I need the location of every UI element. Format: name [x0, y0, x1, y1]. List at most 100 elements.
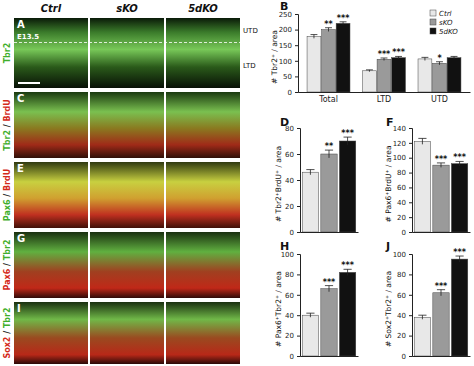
error-bar	[325, 150, 333, 158]
significance: ***	[323, 278, 336, 287]
y-tick-mark	[295, 61, 298, 62]
x-tick: Total	[318, 92, 338, 104]
stain-part: Tbr2	[3, 130, 12, 151]
bar	[321, 154, 337, 232]
micrograph	[166, 18, 240, 88]
panel-letter: F	[386, 116, 394, 129]
y-tick-mark	[297, 180, 300, 181]
column-header: 5dKO	[188, 3, 218, 14]
y-tick-label: 20	[285, 332, 294, 340]
bar	[339, 272, 355, 356]
x-tick-label: Total	[318, 95, 338, 104]
panel-letter: J	[385, 240, 390, 253]
significance: ***	[392, 48, 405, 57]
y-tick-label: 40	[397, 312, 406, 320]
chart: ******020406080100H# Pax6⁺Tbr2⁺ / area	[274, 240, 359, 361]
y-tick: 60	[285, 292, 300, 300]
y-tick-label: 200	[279, 26, 292, 34]
y-tick: 80	[285, 271, 300, 279]
micrograph	[14, 302, 88, 364]
y-tick-label: 60	[285, 292, 294, 300]
stain-part: Tbr2	[3, 43, 12, 64]
y-tick-mark	[409, 173, 412, 174]
y-tick-label: 0	[290, 229, 294, 237]
y-tick-mark	[297, 315, 300, 316]
plot-area	[302, 269, 356, 356]
bar	[433, 165, 449, 232]
y-axis: 020406080100	[281, 251, 301, 361]
y-tick-mark	[297, 128, 300, 129]
bar	[447, 58, 461, 92]
stain-label: Tbr2 / BrdU	[3, 99, 12, 150]
y-tick-mark	[409, 356, 412, 357]
error-bar-cap	[311, 34, 318, 35]
stain-label: Pax6 / Tbr2	[3, 240, 12, 291]
y-tick-mark	[409, 217, 412, 218]
error-bar	[418, 138, 426, 144]
bar	[451, 259, 467, 356]
y-axis: 020406080100	[393, 251, 413, 361]
y-tick: 100	[393, 154, 412, 162]
y-tick-label: 0	[290, 353, 294, 361]
error-bar-cap	[418, 138, 426, 139]
panel: CTbr2 / BrdU	[3, 92, 240, 158]
micrograph	[166, 302, 240, 364]
chart-texts: ******020406080100H# Pax6⁺Tbr2⁺ / area	[274, 240, 359, 361]
y-tick-label: 60	[397, 184, 406, 192]
micrograph	[90, 18, 164, 88]
y-tick: 150	[279, 42, 298, 50]
bar	[307, 36, 321, 92]
chart-texts: *****020406080D# Tbr2⁺BrdU⁺ / area	[274, 116, 359, 237]
y-tick-label: 40	[285, 177, 294, 185]
error-bar-cap	[451, 56, 458, 57]
zone-label: UTD	[243, 27, 258, 35]
panel-letter: G	[17, 233, 25, 244]
stain-part: BrdU	[3, 169, 12, 191]
panel-letter: E	[17, 163, 24, 174]
micrograph	[90, 92, 164, 158]
x-axis-line	[299, 92, 471, 93]
error-bar	[421, 57, 428, 60]
bar	[377, 59, 391, 92]
age-label: E13.5	[17, 33, 39, 41]
plot-area	[302, 137, 356, 232]
y-tick: 80	[397, 271, 412, 279]
panel-letter: H	[280, 240, 289, 253]
y-tick-mark	[297, 356, 300, 357]
y-axis-line	[409, 129, 413, 233]
error-bar-stem	[347, 137, 348, 145]
micrograph	[90, 302, 164, 364]
panel: G Pax6 / Tbr2	[3, 232, 240, 298]
y-tick-label: 60	[397, 292, 406, 300]
significance: **	[325, 142, 334, 151]
y-tick-label: 40	[397, 199, 406, 207]
y-tick-mark	[297, 154, 300, 155]
x-axis-line	[413, 356, 471, 357]
error-bar-stem	[422, 138, 423, 144]
stain-label: Pax6 / BrdU	[3, 169, 12, 222]
micrograph	[14, 162, 88, 228]
significance: ***	[435, 155, 448, 164]
y-tick-label: 80	[397, 169, 406, 177]
y-tick: 0	[290, 229, 300, 237]
y-axis: 050100150200250	[279, 11, 299, 97]
y-tick-mark	[295, 14, 298, 15]
y-tick: 100	[393, 251, 412, 259]
error-bar-cap	[366, 69, 373, 70]
chart-texts: ************050100150200250TotalLTDUTDB#…	[270, 0, 471, 104]
x-axis: TotalLTDUTD	[299, 92, 471, 104]
chart: ******020406080100120140F# Pax6⁺BrdU⁺ / …	[384, 116, 471, 237]
y-tick: 20	[397, 332, 412, 340]
chart-texts: ******020406080100J# Sox2⁺Tbr2⁺ / area	[384, 240, 471, 361]
y-tick: 0	[402, 229, 412, 237]
significance: ***	[435, 282, 448, 291]
error-bar	[344, 137, 352, 145]
error-bar-stem	[329, 150, 330, 158]
stain-part: Sox2	[3, 337, 12, 359]
legend-swatch	[430, 19, 436, 25]
y-tick: 60	[285, 151, 300, 159]
stain-label: Tbr2	[3, 43, 12, 64]
bar	[433, 63, 447, 92]
y-tick-mark	[295, 76, 298, 77]
column-header: Ctrl	[41, 3, 62, 14]
